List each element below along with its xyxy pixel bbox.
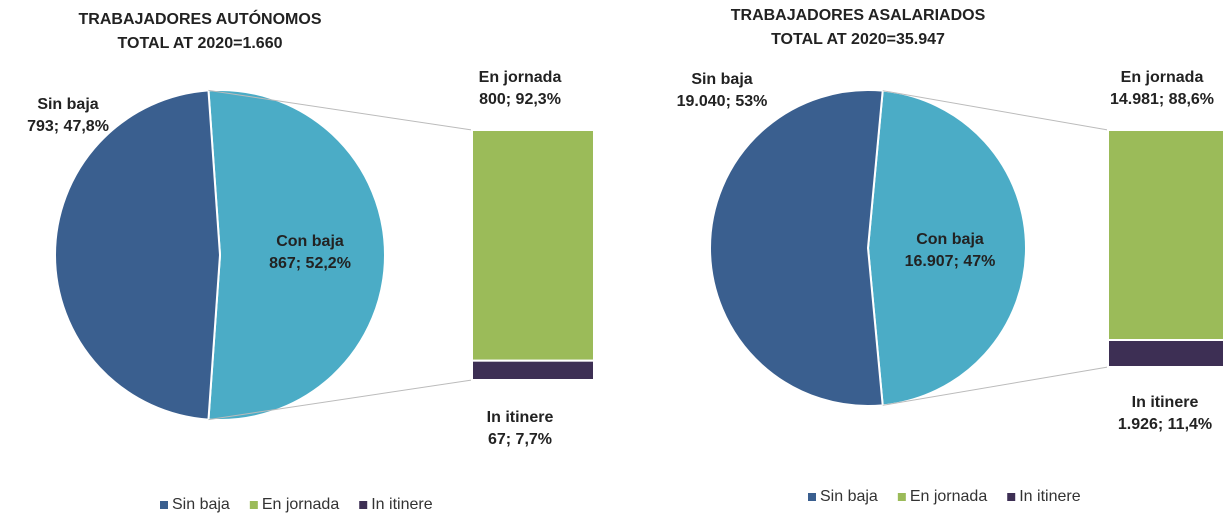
pie-slice [866,89,1027,407]
connector [208,379,473,421]
bar-segment [471,359,595,382]
slice-value-label: 793; 47,8% [27,118,109,135]
pie-slice [709,89,884,407]
bar-segment [1107,129,1225,342]
legend-swatch [897,493,906,501]
bar-segment [471,129,595,362]
slice-label: Con baja [276,233,344,250]
bar-label: In itinere [487,409,554,426]
chart-title: TRABAJADORES AUTÓNOMOS [79,9,322,28]
pie-slice [207,89,386,421]
bar-segment [1107,339,1225,368]
chart-subtitle: TOTAL AT 2020=35.947 [771,31,945,48]
chart-subtitle: TOTAL AT 2020=1.660 [118,35,283,52]
legend-swatch [160,501,168,509]
connector [208,89,473,131]
legend-swatch [359,501,368,509]
legend-label: Sin baja [172,496,230,513]
bar-value-label: 14.981; 88,6% [1110,91,1214,108]
slice-label: Con baja [916,231,984,248]
connector [882,366,1109,406]
slice-value-label: 867; 52,2% [269,255,351,272]
legend-swatch [249,501,258,509]
legend-swatch [808,493,816,501]
bar-value-label: 67; 7,7% [488,431,552,448]
legend-label: Sin baja [820,488,878,505]
bar-label: In itinere [1132,394,1199,411]
legend-label: In itinere [371,496,432,513]
bar-label: En jornada [1121,69,1204,86]
legend-label: In itinere [1019,488,1080,505]
slice-label: Sin baja [691,71,752,88]
chart-title: TRABAJADORES ASALARIADOS [731,7,986,24]
legend-swatch [1007,493,1016,501]
connector [882,90,1109,131]
slice-value-label: 19.040; 53% [677,93,768,110]
slice-value-label: 16.907; 47% [905,253,996,270]
legend-label: En jornada [262,496,339,513]
pie-slice [54,89,222,421]
legend-label: En jornada [910,488,987,505]
bar-value-label: 800; 92,3% [479,91,561,108]
bar-label: En jornada [479,69,562,86]
bar-value-label: 1.926; 11,4% [1118,416,1212,433]
slice-label: Sin baja [37,96,98,113]
